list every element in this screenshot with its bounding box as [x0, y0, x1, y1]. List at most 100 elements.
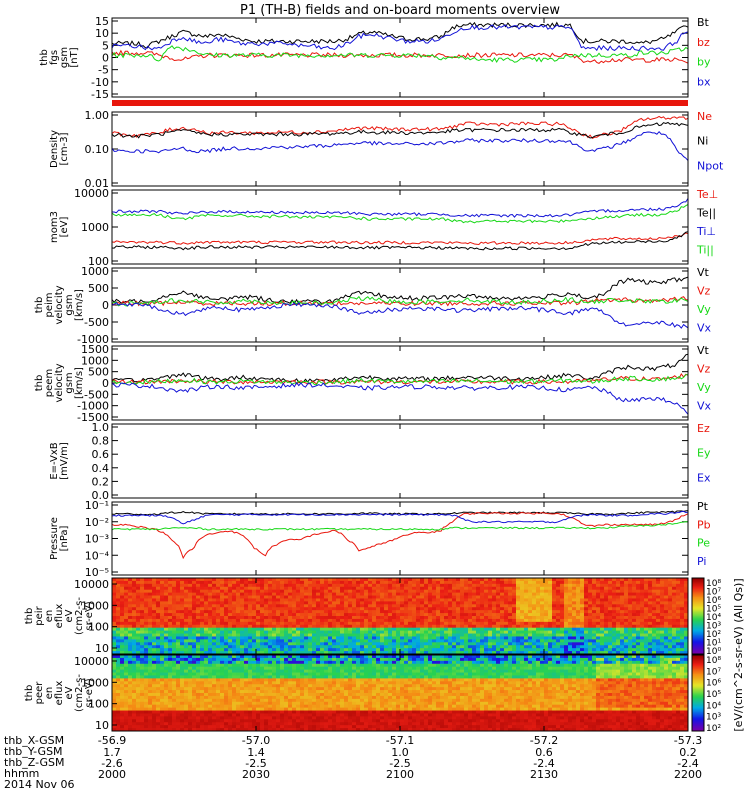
- spectrogram-cell: [164, 711, 168, 714]
- spectrogram-cell: [324, 613, 328, 616]
- spectrogram-cell: [420, 613, 424, 616]
- spectrogram-cell: [192, 661, 196, 664]
- spectrogram-cell: [352, 610, 356, 613]
- spectrogram-cell: [244, 648, 248, 651]
- spectrogram-cell: [232, 705, 236, 708]
- spectrogram-cell: [492, 581, 496, 584]
- spectrogram-cell: [484, 645, 488, 648]
- spectrogram-cell: [248, 702, 252, 705]
- spectrogram-cell: [372, 642, 376, 645]
- spectrogram-cell: [152, 675, 156, 678]
- spectrogram-cell: [152, 622, 156, 625]
- spectrogram-cell: [132, 593, 136, 596]
- spectrogram-cell: [296, 598, 300, 601]
- spectrogram-cell: [120, 639, 124, 642]
- spectrogram-cell: [172, 581, 176, 584]
- spectrogram-cell: [660, 590, 664, 593]
- spectrogram-cell: [528, 607, 532, 610]
- spectrogram-cell: [648, 636, 652, 639]
- spectrogram-cell: [420, 628, 424, 631]
- spectrogram-cell: [304, 596, 308, 599]
- spectrogram-cell: [316, 593, 320, 596]
- spectrogram-cell: [264, 581, 268, 584]
- spectrogram-cell: [248, 625, 252, 628]
- spectrogram-cell: [380, 639, 384, 642]
- spectrogram-cell: [172, 713, 176, 716]
- spectrogram-cell: [304, 610, 308, 613]
- spectrogram-cell: [384, 613, 388, 616]
- spectrogram-cell: [556, 634, 560, 637]
- spectrogram-cell: [552, 590, 556, 593]
- spectrogram-cell: [640, 625, 644, 628]
- spectrogram-cell: [160, 613, 164, 616]
- spectrogram-cell: [584, 607, 588, 610]
- spectrogram-cell: [236, 716, 240, 719]
- spectrogram-cell: [388, 593, 392, 596]
- spectrogram-cell: [252, 584, 256, 587]
- spectrogram-cell: [228, 645, 232, 648]
- spectrogram-cell: [372, 587, 376, 590]
- spectrogram-cell: [408, 601, 412, 604]
- spectrogram-cell: [408, 604, 412, 607]
- spectrogram-cell: [460, 601, 464, 604]
- spectrogram-cell: [512, 596, 516, 599]
- spectrogram-cell: [552, 645, 556, 648]
- spectrogram-cell: [212, 719, 216, 722]
- spectrogram-cell: [564, 613, 568, 616]
- spectrogram-cell: [176, 690, 180, 693]
- spectrogram-cell: [648, 639, 652, 642]
- spectrogram-cell: [136, 722, 140, 725]
- spectrogram-cell: [168, 690, 172, 693]
- spectrogram-cell: [556, 613, 560, 616]
- spectrogram-cell: [168, 670, 172, 673]
- spectrogram-cell: [276, 625, 280, 628]
- spectrogram-cell: [384, 584, 388, 587]
- spectrogram-cell: [256, 628, 260, 631]
- spectrogram-cell: [300, 639, 304, 642]
- spectrogram-cell: [168, 713, 172, 716]
- spectrogram-cell: [580, 613, 584, 616]
- spectrogram-cell: [308, 613, 312, 616]
- spectrogram-cell: [236, 725, 240, 728]
- spectrogram-cell: [228, 631, 232, 634]
- spectrogram-cell: [600, 648, 604, 651]
- spectrogram-cell: [116, 667, 120, 670]
- spectrogram-cell: [412, 645, 416, 648]
- spectrogram-cell: [592, 607, 596, 610]
- spectrogram-cell: [172, 719, 176, 722]
- spectrogram-cell: [264, 631, 268, 634]
- spectrogram-cell: [568, 631, 572, 634]
- spectrogram-cell: [184, 661, 188, 664]
- spectrogram-cell: [188, 661, 192, 664]
- spectrogram-cell: [340, 581, 344, 584]
- spectrogram-cell: [176, 590, 180, 593]
- spectrogram-cell: [308, 584, 312, 587]
- spectrogram-cell: [268, 622, 272, 625]
- spectrogram-cell: [380, 596, 384, 599]
- spectrogram-cell: [640, 601, 644, 604]
- spectrogram-cell: [676, 622, 680, 625]
- spectrogram-cell: [120, 705, 124, 708]
- spectrogram-cell: [200, 584, 204, 587]
- spectrogram-cell: [244, 590, 248, 593]
- spectrogram-cell: [396, 613, 400, 616]
- spectrogram-cell: [468, 581, 472, 584]
- spectrogram-cell: [424, 648, 428, 651]
- spectrogram-cell: [516, 631, 520, 634]
- spectrogram-cell: [544, 636, 548, 639]
- spectrogram-cell: [680, 604, 684, 607]
- spectrogram-cell: [276, 607, 280, 610]
- spectrogram-cell: [176, 639, 180, 642]
- spectrogram-cell: [544, 604, 548, 607]
- spectrogram-cell: [488, 584, 492, 587]
- spectrogram-cell: [164, 670, 168, 673]
- spectrogram-cell: [120, 598, 124, 601]
- spectrogram-cell: [228, 658, 232, 661]
- spectrogram-cell: [192, 690, 196, 693]
- spectrogram-cell: [376, 628, 380, 631]
- spectrogram-cell: [672, 607, 676, 610]
- spectrogram-cell: [252, 613, 256, 616]
- spectrogram-cell: [180, 690, 184, 693]
- spectrogram-cell: [668, 590, 672, 593]
- spectrogram-cell: [116, 664, 120, 667]
